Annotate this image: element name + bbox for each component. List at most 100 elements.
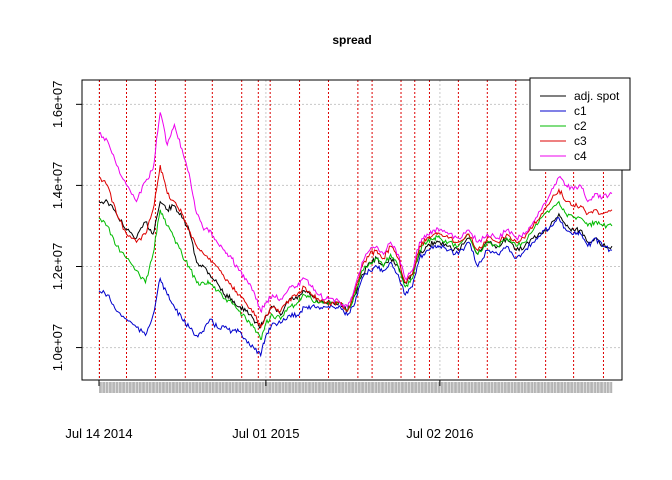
- rug-tick-152: [225, 382, 226, 393]
- rug-tick-563: [565, 382, 567, 393]
- rug-tick-413: [441, 382, 443, 393]
- rug-tick-68: [155, 382, 157, 393]
- rug-tick-111: [190, 382, 192, 393]
- rug-tick-88: [172, 382, 173, 393]
- rug-tick-309: [355, 382, 357, 393]
- rug-tick-338: [379, 382, 380, 393]
- rug-tick-350: [389, 382, 390, 393]
- rug-tick-48: [138, 382, 140, 393]
- rug-tick-472: [490, 382, 492, 393]
- rug-tick-45: [136, 382, 137, 393]
- series-line-c3: [98, 165, 613, 329]
- rug-tick-423: [449, 382, 451, 393]
- rug-tick-15: [110, 382, 112, 393]
- rug-tick-337: [378, 382, 380, 393]
- rug-tick-230: [289, 382, 291, 393]
- x-axis: Jul 14 2014 Jul 01 2015 Jul 02 2016: [65, 379, 612, 441]
- rug-tick-112: [191, 382, 193, 393]
- rug-tick-398: [428, 382, 430, 393]
- rug-tick-314: [359, 382, 360, 393]
- rug-tick-251: [306, 382, 308, 393]
- rug-tick-611: [605, 382, 607, 393]
- rug-tick-224: [284, 382, 286, 393]
- rug-tick-433: [458, 382, 459, 393]
- y-tick-label-3: 1.6e+07: [50, 81, 65, 128]
- rug-tick-361: [398, 382, 400, 393]
- rug-tick-603: [598, 382, 600, 393]
- rug-tick-466: [485, 382, 487, 393]
- rug-tick-264: [318, 382, 319, 393]
- rug-tick-329: [371, 382, 373, 393]
- rug-tick-100: [181, 382, 183, 393]
- rug-tick-540: [547, 382, 548, 393]
- rug-tick-87: [170, 382, 172, 393]
- rug-tick-290: [339, 382, 341, 393]
- rug-tick-353: [391, 382, 393, 393]
- rug-tick-410: [438, 382, 440, 393]
- rug-tick-191: [256, 382, 258, 393]
- rug-tick-562: [564, 382, 566, 393]
- rug-tick-200: [264, 382, 266, 393]
- rug-tick-304: [351, 382, 353, 393]
- x-tick-label-2: Jul 02 2016: [406, 426, 473, 441]
- rug-tick-11: [107, 382, 109, 393]
- rug-tick-363: [399, 382, 401, 393]
- rug-tick-0: [99, 382, 100, 393]
- rug-tick-497: [511, 382, 513, 393]
- rug-tick-377: [411, 382, 413, 393]
- rug-tick-240: [298, 382, 299, 393]
- rug-tick-177: [245, 382, 247, 393]
- rug-tick-346: [385, 382, 387, 393]
- rug-tick-362: [399, 382, 400, 393]
- rug-tick-383: [416, 382, 418, 393]
- rug-tick-405: [434, 382, 436, 393]
- rug-tick-258: [312, 382, 314, 393]
- rug-tick-561: [564, 382, 566, 393]
- rug-tick-133: [209, 382, 210, 393]
- rug-tick-90: [173, 382, 175, 393]
- rug-tick-149: [222, 382, 224, 393]
- rug-tick-27: [120, 382, 122, 393]
- rug-tick-190: [256, 382, 258, 393]
- rug-tick-345: [385, 382, 386, 393]
- rug-tick-245: [302, 382, 303, 393]
- rug-tick-1: [99, 382, 101, 393]
- rug-tick-389: [421, 382, 423, 393]
- rug-tick-199: [263, 382, 265, 393]
- rug-tick-401: [431, 382, 433, 393]
- rug-tick-37: [129, 382, 131, 393]
- legend-label-c3: c3: [574, 134, 587, 148]
- rug-tick-594: [591, 382, 593, 393]
- rug-tick-515: [525, 382, 527, 393]
- rug-tick-150: [223, 382, 224, 393]
- rug-tick-196: [261, 382, 263, 393]
- rug-tick-308: [354, 382, 356, 393]
- rug-tick-598: [594, 382, 596, 393]
- rug-tick-184: [251, 382, 253, 393]
- rug-tick-551: [555, 382, 557, 393]
- rug-tick-244: [301, 382, 303, 393]
- rug-tick-539: [545, 382, 547, 393]
- rug-tick-384: [417, 382, 419, 393]
- rug-tick-139: [213, 382, 215, 393]
- rug-tick-56: [145, 382, 147, 393]
- rug-tick-590: [588, 382, 589, 393]
- rug-tick-72: [158, 382, 160, 393]
- rug-tick-293: [341, 382, 343, 393]
- rug-tick-501: [514, 382, 516, 393]
- rug-tick-6: [103, 382, 105, 393]
- rug-tick-553: [557, 382, 559, 393]
- rug-tick-162: [233, 382, 234, 393]
- rug-tick-422: [448, 382, 450, 393]
- rug-tick-471: [489, 382, 491, 393]
- rug-tick-336: [377, 382, 379, 393]
- rug-tick-351: [389, 382, 391, 393]
- rug-tick-418: [445, 382, 447, 393]
- rug-tick-144: [218, 382, 220, 393]
- rug-tick-498: [511, 382, 513, 393]
- rug-tick-613: [607, 382, 609, 393]
- rug-tick-185: [252, 382, 254, 393]
- rug-tick-180: [248, 382, 250, 393]
- legend-label-c1: c1: [574, 104, 587, 118]
- rug-tick-217: [278, 382, 280, 393]
